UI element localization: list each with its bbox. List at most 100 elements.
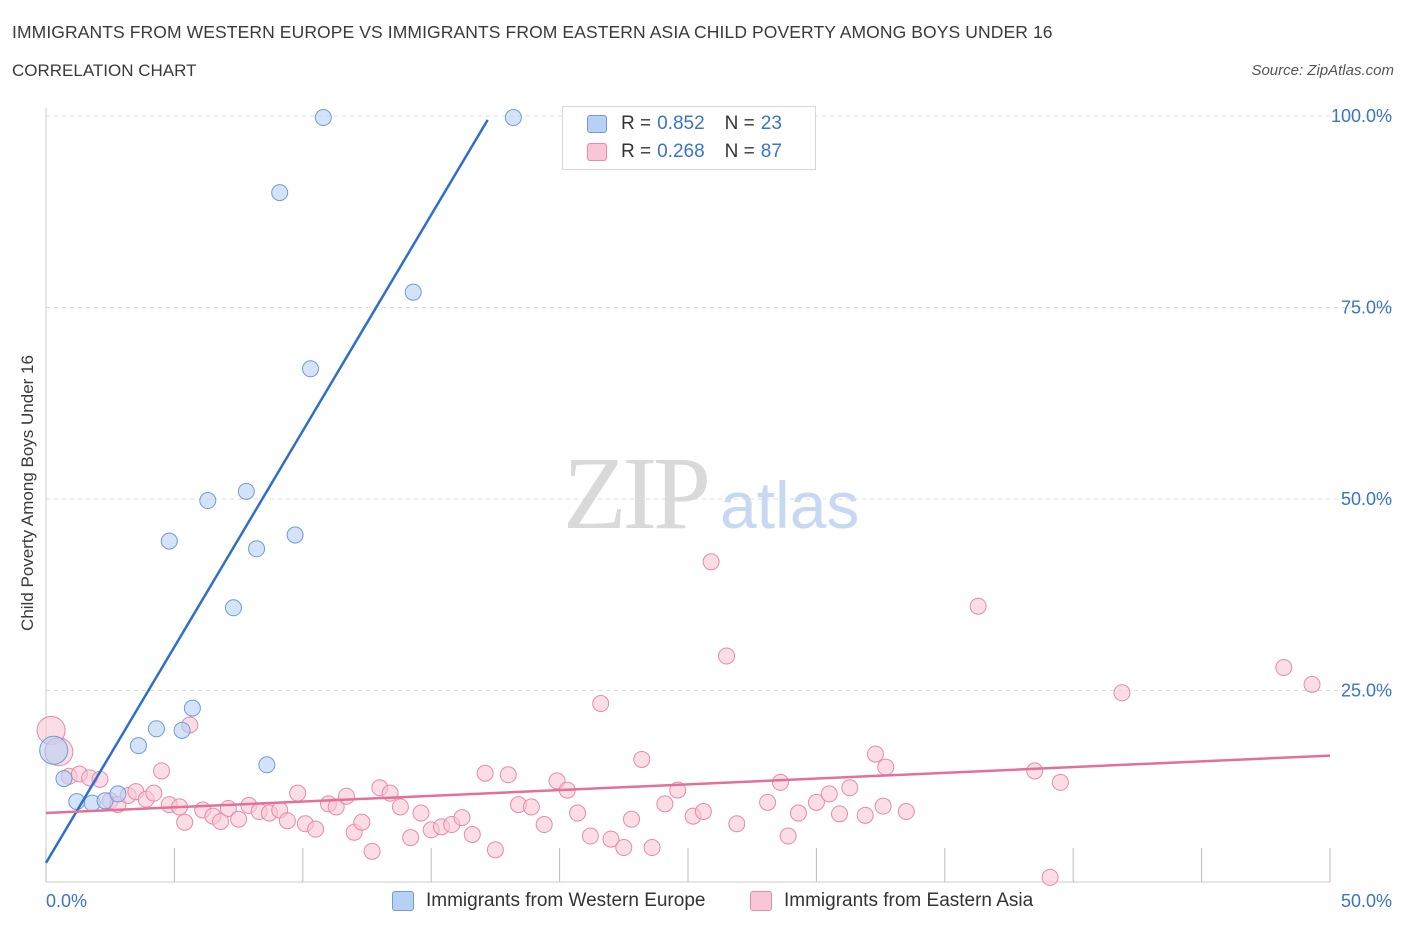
point-western-europe [237, 482, 255, 500]
point-eastern-asia [1303, 675, 1321, 693]
point-eastern-asia [476, 764, 494, 782]
point-western-europe [173, 721, 191, 739]
point-eastern-asia [391, 798, 409, 816]
trendlines [44, 119, 1331, 864]
x-tick-label: 50.0% [1341, 891, 1392, 911]
r-value: 0.852 [657, 113, 705, 134]
legend-label-western-europe: Immigrants from Western Europe [426, 890, 706, 911]
point-eastern-asia [212, 812, 230, 830]
point-eastern-asia [807, 793, 825, 811]
point-western-europe [147, 720, 165, 738]
series-western-europe-points [39, 109, 522, 812]
n-value: 23 [760, 113, 782, 134]
watermark: ZIP atlas [563, 436, 859, 551]
r-value: 0.268 [657, 141, 705, 162]
point-western-europe [258, 756, 276, 774]
r-label: R = [621, 113, 652, 134]
point-eastern-asia [841, 779, 859, 797]
point-eastern-asia [230, 810, 248, 828]
point-western-europe [109, 785, 127, 803]
point-western-europe [183, 699, 201, 717]
r-label: R = [621, 141, 652, 162]
chart-subtitle: CORRELATION CHART [12, 61, 197, 80]
point-eastern-asia [307, 820, 325, 838]
y-tick-label: 100.0% [1331, 106, 1392, 126]
point-western-europe [404, 283, 422, 301]
point-eastern-asia [353, 813, 371, 831]
point-eastern-asia [771, 773, 789, 791]
point-eastern-asia [486, 841, 504, 859]
point-eastern-asia [1051, 773, 1069, 791]
chart-title: IMMIGRANTS FROM WESTERN EUROPE VS IMMIGR… [12, 22, 1053, 42]
point-eastern-asia [615, 839, 633, 857]
point-eastern-asia [702, 553, 720, 571]
tick-labels: 25.0% 50.0% 75.0% 100.0% 0.0% 50.0% [46, 106, 1392, 911]
watermark-zip: ZIP [563, 436, 707, 551]
point-western-europe [286, 526, 304, 544]
point-eastern-asia [499, 766, 517, 784]
point-western-europe [160, 532, 178, 550]
legend-swatch-blue [587, 115, 607, 133]
point-eastern-asia [145, 784, 163, 802]
n-label: N = [724, 141, 755, 162]
point-eastern-asia [278, 812, 296, 830]
point-western-europe [271, 184, 289, 202]
point-eastern-asia [831, 805, 849, 823]
point-eastern-asia [535, 816, 553, 834]
point-eastern-asia [363, 842, 381, 860]
point-western-europe [302, 360, 320, 378]
y-tick-label: 50.0% [1341, 489, 1392, 509]
point-eastern-asia [820, 785, 838, 803]
trendline-eastern-asia [45, 754, 1331, 815]
point-western-europe [224, 599, 242, 617]
point-eastern-asia [592, 695, 610, 713]
point-eastern-asia [153, 762, 171, 780]
series-eastern-asia-points [36, 553, 1321, 886]
point-eastern-asia [402, 829, 420, 847]
point-western-europe [504, 109, 522, 127]
n-label: N = [724, 113, 755, 134]
stats-legend-row-eastern-asia: R = 0.268 N = 87 [587, 141, 782, 163]
point-eastern-asia [623, 810, 641, 828]
point-eastern-asia [581, 827, 599, 845]
point-eastern-asia [453, 809, 471, 827]
point-western-europe [39, 735, 69, 765]
legend-label-eastern-asia: Immigrants from Eastern Asia [784, 890, 1034, 911]
y-axis-label: Child Poverty Among Boys Under 16 [18, 355, 37, 631]
point-eastern-asia [718, 647, 736, 665]
point-eastern-asia [569, 804, 587, 822]
point-eastern-asia [522, 798, 540, 816]
point-eastern-asia [969, 597, 987, 615]
point-western-europe [248, 540, 266, 558]
point-eastern-asia [877, 758, 895, 776]
point-eastern-asia [643, 839, 661, 857]
stats-legend: R = 0.852 N = 23 R = 0.268 N = 87 [562, 106, 816, 170]
point-eastern-asia [176, 813, 194, 831]
point-eastern-asia [463, 826, 481, 844]
y-tick-label: 25.0% [1341, 681, 1392, 701]
legend-swatch-blue [392, 891, 414, 911]
point-eastern-asia [602, 830, 620, 848]
point-eastern-asia [337, 787, 355, 805]
legend-item-western-europe: Immigrants from Western Europe [392, 889, 705, 913]
point-eastern-asia [1041, 868, 1059, 886]
point-eastern-asia [897, 803, 915, 821]
point-western-europe [199, 492, 217, 510]
trendline-western-europe [44, 119, 489, 864]
point-eastern-asia [1275, 659, 1293, 677]
point-eastern-asia [874, 797, 892, 815]
legend-swatch-pink [750, 891, 772, 911]
watermark-atlas: atlas [720, 468, 859, 542]
point-eastern-asia [759, 793, 777, 811]
point-western-europe [55, 770, 73, 788]
point-eastern-asia [866, 745, 884, 763]
point-eastern-asia [789, 804, 807, 822]
source-label: Source: ZipAtlas.com [1251, 62, 1394, 79]
point-eastern-asia [289, 784, 307, 802]
gridlines [46, 115, 1392, 691]
point-western-europe [129, 737, 147, 755]
point-eastern-asia [1026, 762, 1044, 780]
point-eastern-asia [728, 815, 746, 833]
n-value: 87 [760, 141, 782, 162]
